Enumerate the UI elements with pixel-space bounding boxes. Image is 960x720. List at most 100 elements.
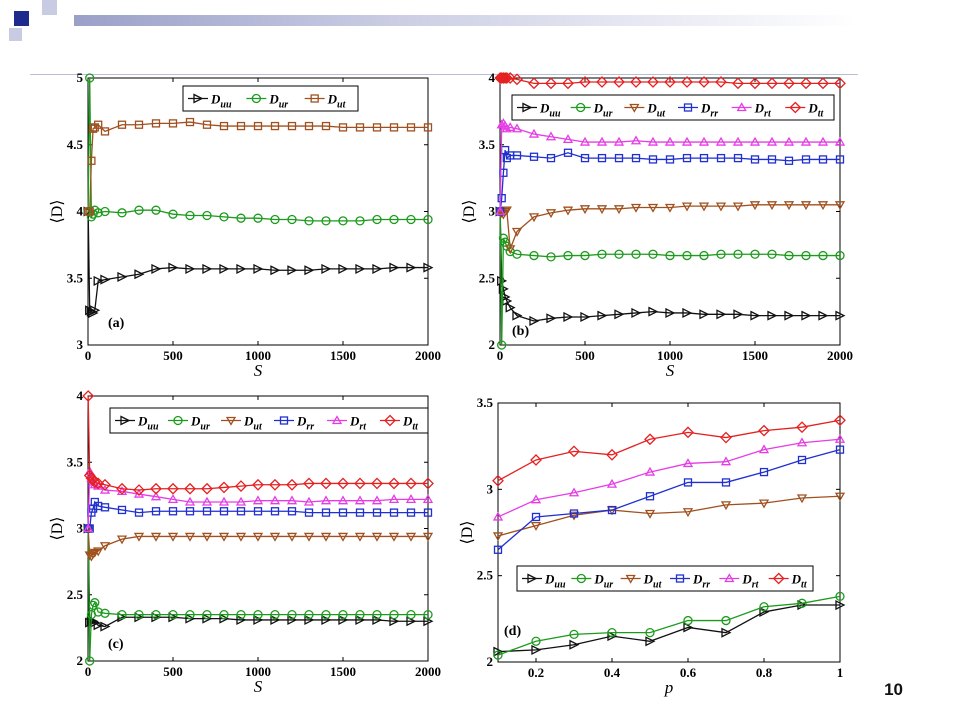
data-point [796, 421, 808, 434]
data-point [698, 202, 710, 212]
data-point [88, 600, 98, 611]
data-point [286, 478, 298, 491]
data-point [270, 614, 281, 625]
header-square-dark [14, 11, 29, 26]
data-point [269, 495, 281, 505]
y-tick-label: 2 [487, 654, 494, 669]
data-point [531, 644, 542, 655]
data-point [270, 214, 280, 225]
data-point [720, 501, 732, 511]
data-point [569, 629, 579, 640]
data-point [185, 507, 195, 516]
data-point [116, 535, 128, 545]
data-point [501, 206, 512, 216]
data-point [682, 250, 692, 261]
data-point [388, 477, 400, 490]
series-line-ut [497, 495, 841, 537]
data-point [338, 508, 348, 517]
data-point [512, 151, 522, 160]
data-point [287, 609, 297, 620]
data-point [720, 456, 732, 466]
data-point [354, 532, 366, 542]
data-point [562, 134, 574, 144]
data-point [648, 155, 658, 164]
data-point [749, 136, 761, 146]
data-point [716, 309, 727, 320]
data-point [90, 598, 100, 608]
data-point [151, 205, 161, 215]
legend-marker-ur [576, 573, 586, 584]
data-point [801, 155, 811, 164]
data-point [835, 599, 846, 611]
data-point [732, 77, 744, 90]
x-tick-label: 2000 [415, 664, 441, 679]
data-point [338, 123, 348, 132]
data-point [512, 249, 522, 259]
legend-marker-tt [384, 414, 396, 427]
x-axis-label: S [254, 361, 263, 380]
x-axis-label: S [666, 361, 675, 380]
series-tt [494, 72, 846, 90]
data-point [422, 477, 434, 490]
series-line-uu [87, 528, 428, 628]
data-point [505, 245, 516, 255]
y-tick-label: 3 [77, 521, 84, 536]
data-point [767, 310, 778, 321]
data-point [647, 203, 659, 213]
data-point [647, 136, 659, 146]
legend-label-tt: Dtt [791, 572, 808, 591]
legend-label-rr: Drr [692, 572, 710, 591]
legend-marker-ut [625, 574, 636, 584]
data-point [117, 609, 127, 620]
data-point [784, 250, 794, 261]
x-tick-label: 0.4 [604, 665, 621, 680]
panel-label: (a) [108, 316, 125, 331]
plot-frame [497, 402, 841, 663]
data-point [406, 214, 416, 225]
data-point [529, 250, 539, 261]
data-point [817, 77, 829, 90]
data-point [834, 136, 846, 146]
data-point [733, 249, 743, 259]
data-point [355, 263, 366, 274]
panel-label: (d) [504, 624, 521, 639]
data-point [797, 598, 807, 608]
data-point [337, 477, 349, 490]
data-point [683, 622, 694, 633]
data-point [800, 77, 812, 90]
data-point [766, 77, 778, 90]
data-point [236, 614, 247, 625]
data-point [493, 646, 504, 657]
data-point [338, 614, 349, 625]
data-point [116, 482, 128, 495]
data-point [766, 136, 778, 146]
data-point [168, 119, 178, 128]
x-tick-label: 0.6 [680, 665, 697, 680]
data-point [151, 507, 161, 516]
data-point [184, 482, 196, 495]
data-point [818, 155, 828, 164]
data-point [151, 612, 162, 623]
x-tick-label: 1000 [245, 664, 271, 679]
slide-header [0, 0, 960, 80]
x-tick-label: 0 [85, 664, 92, 679]
data-point [338, 216, 348, 226]
data-point [87, 156, 96, 165]
data-point [202, 507, 212, 516]
data-point [117, 208, 127, 218]
data-point [100, 206, 110, 217]
data-point [665, 250, 675, 261]
data-point [304, 216, 314, 226]
data-point [355, 614, 366, 625]
data-point [530, 454, 542, 466]
data-point [270, 121, 280, 131]
series-tt [492, 414, 846, 487]
data-point [269, 532, 281, 542]
data-point [99, 542, 111, 552]
legend-marker-ur [251, 93, 261, 104]
series-rt [492, 433, 846, 521]
data-point [303, 496, 315, 506]
data-point [644, 466, 656, 476]
y-tick-label: 4 [77, 204, 84, 219]
data-point [270, 609, 280, 620]
